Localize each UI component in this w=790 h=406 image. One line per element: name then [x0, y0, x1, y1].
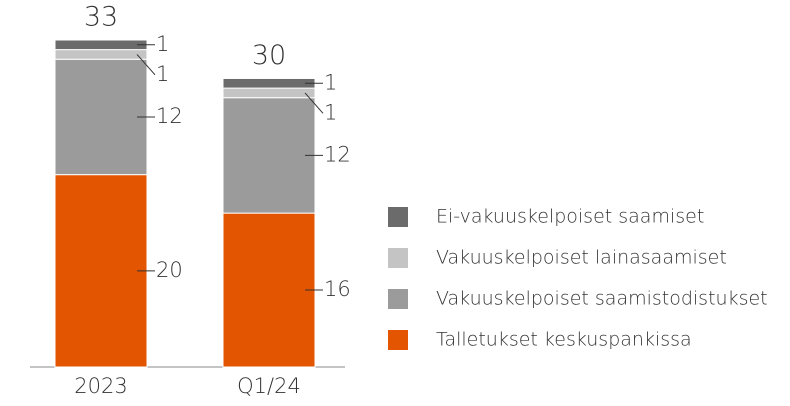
- value-label: 20: [156, 258, 183, 282]
- total-label: 30: [252, 40, 286, 71]
- x-tick-label: Q1/24: [237, 374, 301, 398]
- value-label: 12: [324, 142, 351, 166]
- total-label: 33: [84, 2, 118, 33]
- bar-segment: [222, 77, 316, 89]
- x-tick-label: 2023: [74, 374, 127, 398]
- legend-swatch: [388, 289, 408, 309]
- value-label: 1: [324, 70, 337, 94]
- value-label: 1: [156, 32, 169, 56]
- value-label: 1: [156, 62, 169, 86]
- legend-label: Vakuuskelpoiset saamistodistukset: [436, 288, 768, 310]
- legend-label: Ei-vakuuskelpoiset saamiset: [436, 206, 704, 228]
- leader-line: [136, 54, 156, 76]
- legend-label: Vakuuskelpoiset lainasaamiset: [436, 247, 727, 269]
- value-label: 1: [324, 100, 337, 124]
- legend-swatch: [388, 248, 408, 268]
- bar-segment: [222, 212, 316, 368]
- bar-segment: [54, 58, 148, 176]
- leader-line: [304, 92, 324, 114]
- value-label: 16: [324, 277, 351, 301]
- value-label: 12: [156, 104, 183, 128]
- legend-swatch: [388, 330, 408, 350]
- bar-segment: [54, 49, 148, 60]
- legend-label: Talletukset keskuspankissa: [436, 329, 692, 351]
- bar-segment: [54, 174, 148, 368]
- bar-segment: [222, 97, 316, 214]
- legend-swatch: [388, 207, 408, 227]
- bar-segment: [54, 39, 148, 51]
- bar-segment: [222, 87, 316, 99]
